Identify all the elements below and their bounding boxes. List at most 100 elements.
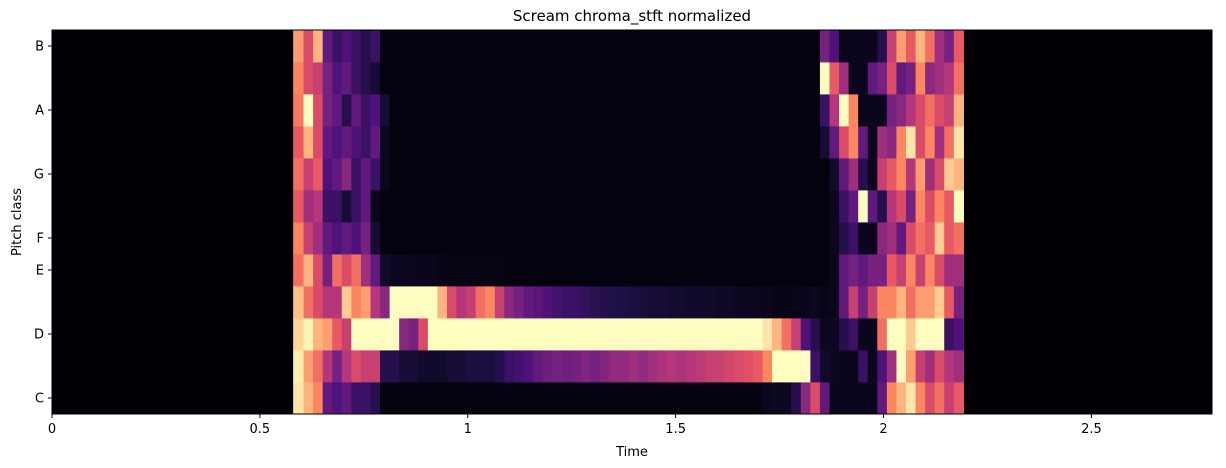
heatmap-cell-G-38 [657,158,668,191]
heatmap-cell-G-63 [896,158,907,191]
heatmap-cell-D#-41 [686,286,697,319]
heatmap-cell-D-12 [408,318,419,351]
heatmap-cell-A#-59 [858,62,869,95]
heatmap-cell-D#-9 [380,286,391,319]
heatmap-cell-D-31 [590,318,601,351]
heatmap-cell-A-12 [408,94,419,127]
heatmap-cell-D#-30 [580,286,592,319]
heatmap-cell-F#-11 [399,190,410,223]
heatmap-cell-C-4 [332,382,343,415]
heatmap-cell-D-37 [647,318,658,351]
heatmap-cell-D#-52 [791,286,802,319]
heatmap-cell-A#-36 [638,62,649,95]
heatmap-cell-A#-40 [676,62,687,95]
heatmap-cell-E-67 [934,254,945,287]
heatmap-cell-C#-64 [905,350,917,383]
heatmap-cell-A#-10 [389,62,400,95]
heatmap-cell-G#-28 [561,126,572,159]
heatmap-cell-G#-10 [389,126,400,159]
heatmap-cell-D#-8 [370,286,381,319]
heatmap-cell-D#-46 [733,286,745,319]
heatmap-cell-A#-2 [313,62,324,95]
heatmap-cell-A-67 [934,94,945,127]
heatmap-cell-G#-47 [743,126,754,159]
heatmap-cell-F-40 [676,222,687,255]
heatmap-cell-G#-31 [590,126,601,159]
heatmap-cell-C#-63 [896,350,907,383]
heatmap-cell-F#-4 [332,190,343,223]
heatmap-cell-C-53 [800,382,811,415]
heatmap-cell-D#-12 [408,286,419,319]
heatmap-cell-A#-46 [733,62,745,95]
heatmap-cell-A#-43 [705,62,716,95]
heatmap-cell-F-35 [628,222,639,255]
heatmap-cell-A#-34 [619,62,630,95]
heatmap-cell-F-60 [867,222,878,255]
heatmap-cell-B-66 [925,30,936,63]
heatmap-cell-D-23 [513,318,525,351]
heatmap-cell-F#-47 [743,190,754,223]
heatmap-cell-A#-58 [848,62,859,95]
heatmap-cell-E-10 [389,254,400,287]
heatmap-cell-A#-41 [686,62,697,95]
heatmap-cell-A-50 [772,94,783,127]
plot-area [51,29,1213,415]
heatmap-cell-G#-30 [580,126,592,159]
x-tick-label: 0.5 [250,422,271,437]
heatmap-cell-D-34 [619,318,630,351]
x-axis: 0 0.5 1 1.5 2 2.5 [48,414,1102,437]
heatmap-cell-B-47 [743,30,754,63]
heatmap-cell-G#-32 [599,126,611,159]
heatmap-cell-C-36 [638,382,649,415]
heatmap-cell-A-31 [590,94,601,127]
heatmap-cell-G-66 [925,158,936,191]
heatmap-cell-C#-0 [293,350,305,383]
heatmap-cell-G#-69 [953,126,964,159]
heatmap-cell-D#-58 [848,286,859,319]
heatmap-cell-A#-49 [762,62,773,95]
heatmap-cell-E-53 [800,254,811,287]
heatmap-cell-D#-13 [418,286,429,319]
heatmap-cell-B-67 [934,30,945,63]
heatmap-cell-D#-66 [925,286,936,319]
heatmap-cell-D-43 [705,318,716,351]
heatmap-cell-E-55 [819,254,831,287]
heatmap-cell-A-6 [351,94,362,127]
heatmap-cell-D-48 [752,318,764,351]
heatmap-cell-G-22 [504,158,515,191]
heatmap-cell-D#-36 [638,286,649,319]
heatmap-cell-D#-39 [666,286,678,319]
heatmap-cell-C-34 [619,382,630,415]
heatmap-cell-G-50 [772,158,783,191]
heatmap-cell-A-47 [743,94,754,127]
heatmap-cell-C#-7 [360,350,372,383]
heatmap-cell-A-56 [829,94,840,127]
heatmap-cell-A-2 [313,94,324,127]
heatmap-cell-F#-38 [657,190,668,223]
heatmap-cell-G#-62 [886,126,898,159]
heatmap-cell-F-46 [733,222,745,255]
heatmap-cell-A#-56 [829,62,840,95]
heatmap-cell-B-21 [494,30,505,63]
heatmap-cell-C-25 [533,382,544,415]
heatmap-cell-F-28 [561,222,572,255]
heatmap-cell-A-11 [399,94,410,127]
heatmap-cell-F-8 [370,222,381,255]
heatmap-cell-C#-11 [399,350,410,383]
heatmap-cell-G-6 [351,158,362,191]
heatmap-cell-C-30 [580,382,592,415]
heatmap-cell-G-53 [800,158,811,191]
heatmap-cell-A-35 [628,94,639,127]
heatmap-cell-D#-61 [877,286,888,319]
heatmap-cell-A#-17 [456,62,467,95]
heatmap-cell-C#-53 [800,350,811,383]
heatmap-cell-B-43 [705,30,716,63]
heatmap-cell-E-64 [905,254,917,287]
heatmap-cell-D-22 [504,318,515,351]
heatmap-cell-B-19 [475,30,486,63]
heatmap-cell-G#-25 [533,126,544,159]
heatmap-cell-G#-26 [542,126,553,159]
heatmap-cell-D-68 [944,318,955,351]
heatmap-cell-D#-55 [819,286,831,319]
heatmap-cell-A#-24 [523,62,534,95]
